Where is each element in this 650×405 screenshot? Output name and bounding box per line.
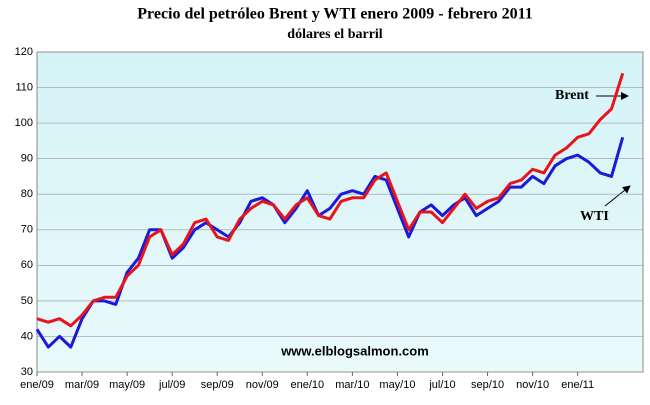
annotation: www.elblogsalmon.com (280, 343, 429, 358)
x-tick-label: sep/09 (201, 379, 234, 391)
x-tick-label: jul/09 (158, 379, 185, 391)
y-tick-label: 110 (15, 81, 33, 93)
x-tick-label: nov/09 (246, 379, 279, 391)
plot-area (36, 51, 644, 373)
x-tick-label: ene/09 (20, 379, 54, 391)
chart-subtitle: dólares el barril (287, 27, 383, 42)
x-tick-label: ene/11 (561, 379, 594, 391)
x-tick-label: may/09 (109, 379, 145, 391)
series-line (35, 136, 625, 349)
y-tick-label: 60 (21, 259, 33, 271)
arrow (604, 185, 631, 207)
chart-title: Precio del petróleo Brent y WTI enero 20… (137, 6, 533, 23)
y-tick-label: 40 (21, 330, 33, 342)
y-tick-label: 90 (21, 153, 33, 165)
y-tick-label: 100 (15, 117, 33, 129)
annotation: Brent (555, 88, 589, 103)
series-line (36, 72, 625, 328)
x-tick-label: may/10 (379, 379, 415, 391)
x-tick-label: ene/10 (291, 379, 325, 391)
y-tick-label: 50 (21, 295, 33, 307)
y-tick-label: 80 (21, 188, 33, 200)
annotation: WTI (580, 209, 609, 224)
x-tick-label: jul/10 (428, 379, 455, 391)
x-tick-label: mar/10 (335, 379, 369, 391)
y-tick-label: 120 (15, 46, 33, 58)
x-tick-label: nov/10 (516, 379, 549, 391)
y-tick-label: 70 (21, 224, 33, 236)
x-tick-label: sep/10 (471, 379, 504, 391)
y-tick-label: 30 (21, 366, 33, 378)
x-tick-label: mar/09 (65, 379, 99, 391)
